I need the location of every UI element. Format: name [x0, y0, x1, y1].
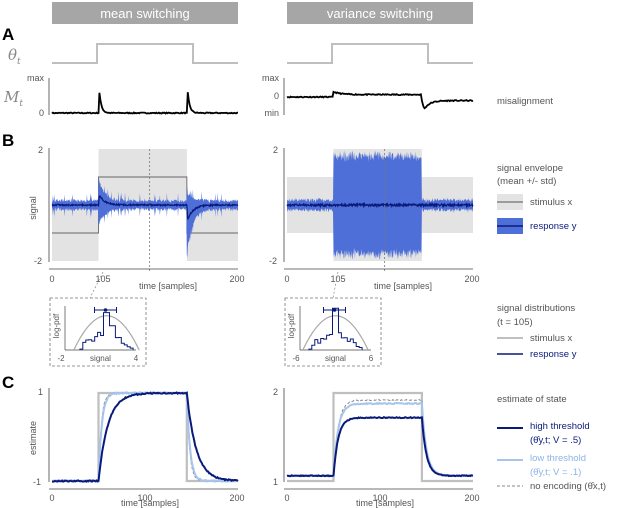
c-left-ytick-neg1: -1 [33, 477, 41, 487]
panel-label-a: A [2, 25, 14, 44]
legend-stimulus: stimulus x [530, 197, 572, 208]
b-right-xtick-200: 200 [464, 274, 479, 284]
a-left-tick-max: max [27, 73, 45, 83]
dist-errorbar-center [103, 308, 108, 312]
m-symbol: Mt [3, 88, 23, 109]
no-encoding-line [286, 398, 474, 477]
dist-ylabel: log-pdf [287, 313, 296, 338]
c-left-xtick-100: 100 [137, 493, 152, 503]
legend-low-sub: (θ̂y,t; V = .1) [530, 467, 581, 478]
legend-low: low threshold [530, 453, 586, 464]
b-left-ytick-2: 2 [38, 145, 43, 155]
theta-step-left [52, 43, 238, 64]
b-left-envelope-plot [51, 149, 239, 272]
dist-stimulus-curve [302, 315, 369, 351]
b-left-xtick-0: 0 [49, 274, 54, 284]
c-left-ytick-1: 1 [38, 387, 43, 397]
c-right-xtick-0: 0 [284, 493, 289, 503]
dist-right-connector [332, 271, 339, 299]
c-left-ylabel: estimate [28, 421, 38, 455]
response-mean-line [51, 195, 239, 220]
label-envelope-title: signal envelope [497, 163, 563, 174]
dist-xtick-min: -2 [57, 354, 65, 363]
low-threshold-line [286, 401, 474, 478]
b-right-envelope-plot [286, 149, 474, 272]
response-envelope [52, 178, 238, 258]
high-threshold-line [286, 416, 474, 478]
label-dist-sub: (t = 105) [497, 317, 533, 328]
dist-response-hist [308, 307, 363, 350]
dist-xtick-max: 6 [369, 354, 374, 363]
dist-left-connector [89, 271, 104, 299]
label-misalignment: misalignment [497, 96, 553, 107]
c-right-xlabel: time [samples] [356, 498, 414, 508]
true-state-line [52, 391, 238, 483]
c-right-ytick-1: 1 [273, 477, 278, 487]
dist-right-inset: log-pdf signal -6 6 [284, 297, 382, 367]
c-right-ytick-2: 2 [273, 387, 278, 397]
c-left-estimate-plot [51, 390, 239, 484]
dist-xlabel: signal [325, 354, 346, 363]
low-threshold-line [51, 390, 239, 484]
a-right-tick-0: 0 [274, 91, 279, 101]
no-encoding-line [51, 391, 239, 483]
dist-ylabel: log-pdf [52, 313, 61, 338]
b-right-xlabel: time [samples] [374, 281, 432, 291]
c-right-estimate-plot [286, 391, 474, 483]
c-right-xtick-200: 200 [464, 493, 479, 503]
legend-high: high threshold [530, 421, 590, 432]
dist-response-hist [79, 312, 134, 350]
b-left-ytick-neg2: -2 [34, 256, 42, 266]
legend-high-sub: (θ̂y,t; V = .5) [530, 435, 581, 446]
legend-no-encoding: no encoding (θ̂x,t) [530, 481, 606, 492]
legend-dist-stimulus: stimulus x [530, 333, 572, 344]
high-threshold-line [52, 391, 239, 483]
header-left: mean switching [100, 6, 190, 21]
header-left-box [52, 2, 238, 24]
legend-response: response y [530, 221, 577, 232]
b-right-xtick-0: 0 [284, 274, 289, 284]
a-left-tick-0: 0 [39, 108, 44, 118]
header-right-box [287, 2, 473, 24]
label-envelope-sub: (mean +/- std) [497, 176, 556, 187]
b-right-ytick-2: 2 [273, 145, 278, 155]
dist-xlabel: signal [90, 354, 111, 363]
theta-step-right [287, 43, 473, 64]
b-right-ytick-neg2: -2 [269, 256, 277, 266]
b-left-xtick-200: 200 [229, 274, 244, 284]
b-left-xlabel: time [samples] [139, 281, 197, 291]
dist-stimulus-curve [73, 315, 140, 351]
misalignment-curve-right [286, 90, 474, 110]
panel-label-b: B [2, 131, 14, 150]
b-right-xtick-105: 105 [330, 274, 345, 284]
dist-errorbar-center [332, 308, 337, 312]
c-right-xtick-100: 100 [372, 493, 387, 503]
legend-dist-response: response y [530, 349, 577, 360]
c-left-xtick-200: 200 [229, 493, 244, 503]
dist-left-inset: log-pdf signal -2 4 [49, 297, 147, 367]
dist-xtick-max: 4 [134, 354, 139, 363]
true-state-line [287, 391, 473, 483]
label-estimate-title: estimate of state [497, 394, 567, 405]
c-left-xtick-0: 0 [49, 493, 54, 503]
c-left-xlabel: time [samples] [121, 498, 179, 508]
a-right-tick-max: max [262, 73, 280, 83]
b-left-ylabel: signal [28, 196, 38, 220]
response-mean-line [286, 201, 474, 209]
misalignment-curve-left [51, 92, 238, 115]
theta-symbol: θt [8, 46, 21, 67]
panel-label-c: C [2, 373, 14, 392]
dist-xtick-min: -6 [292, 354, 300, 363]
b-left-xtick-105: 105 [95, 274, 110, 284]
label-dist-title: signal distributions [497, 303, 575, 314]
stimulus-mean-line [52, 176, 238, 234]
header-right: variance switching [327, 6, 433, 21]
a-right-tick-min: min [264, 108, 279, 118]
